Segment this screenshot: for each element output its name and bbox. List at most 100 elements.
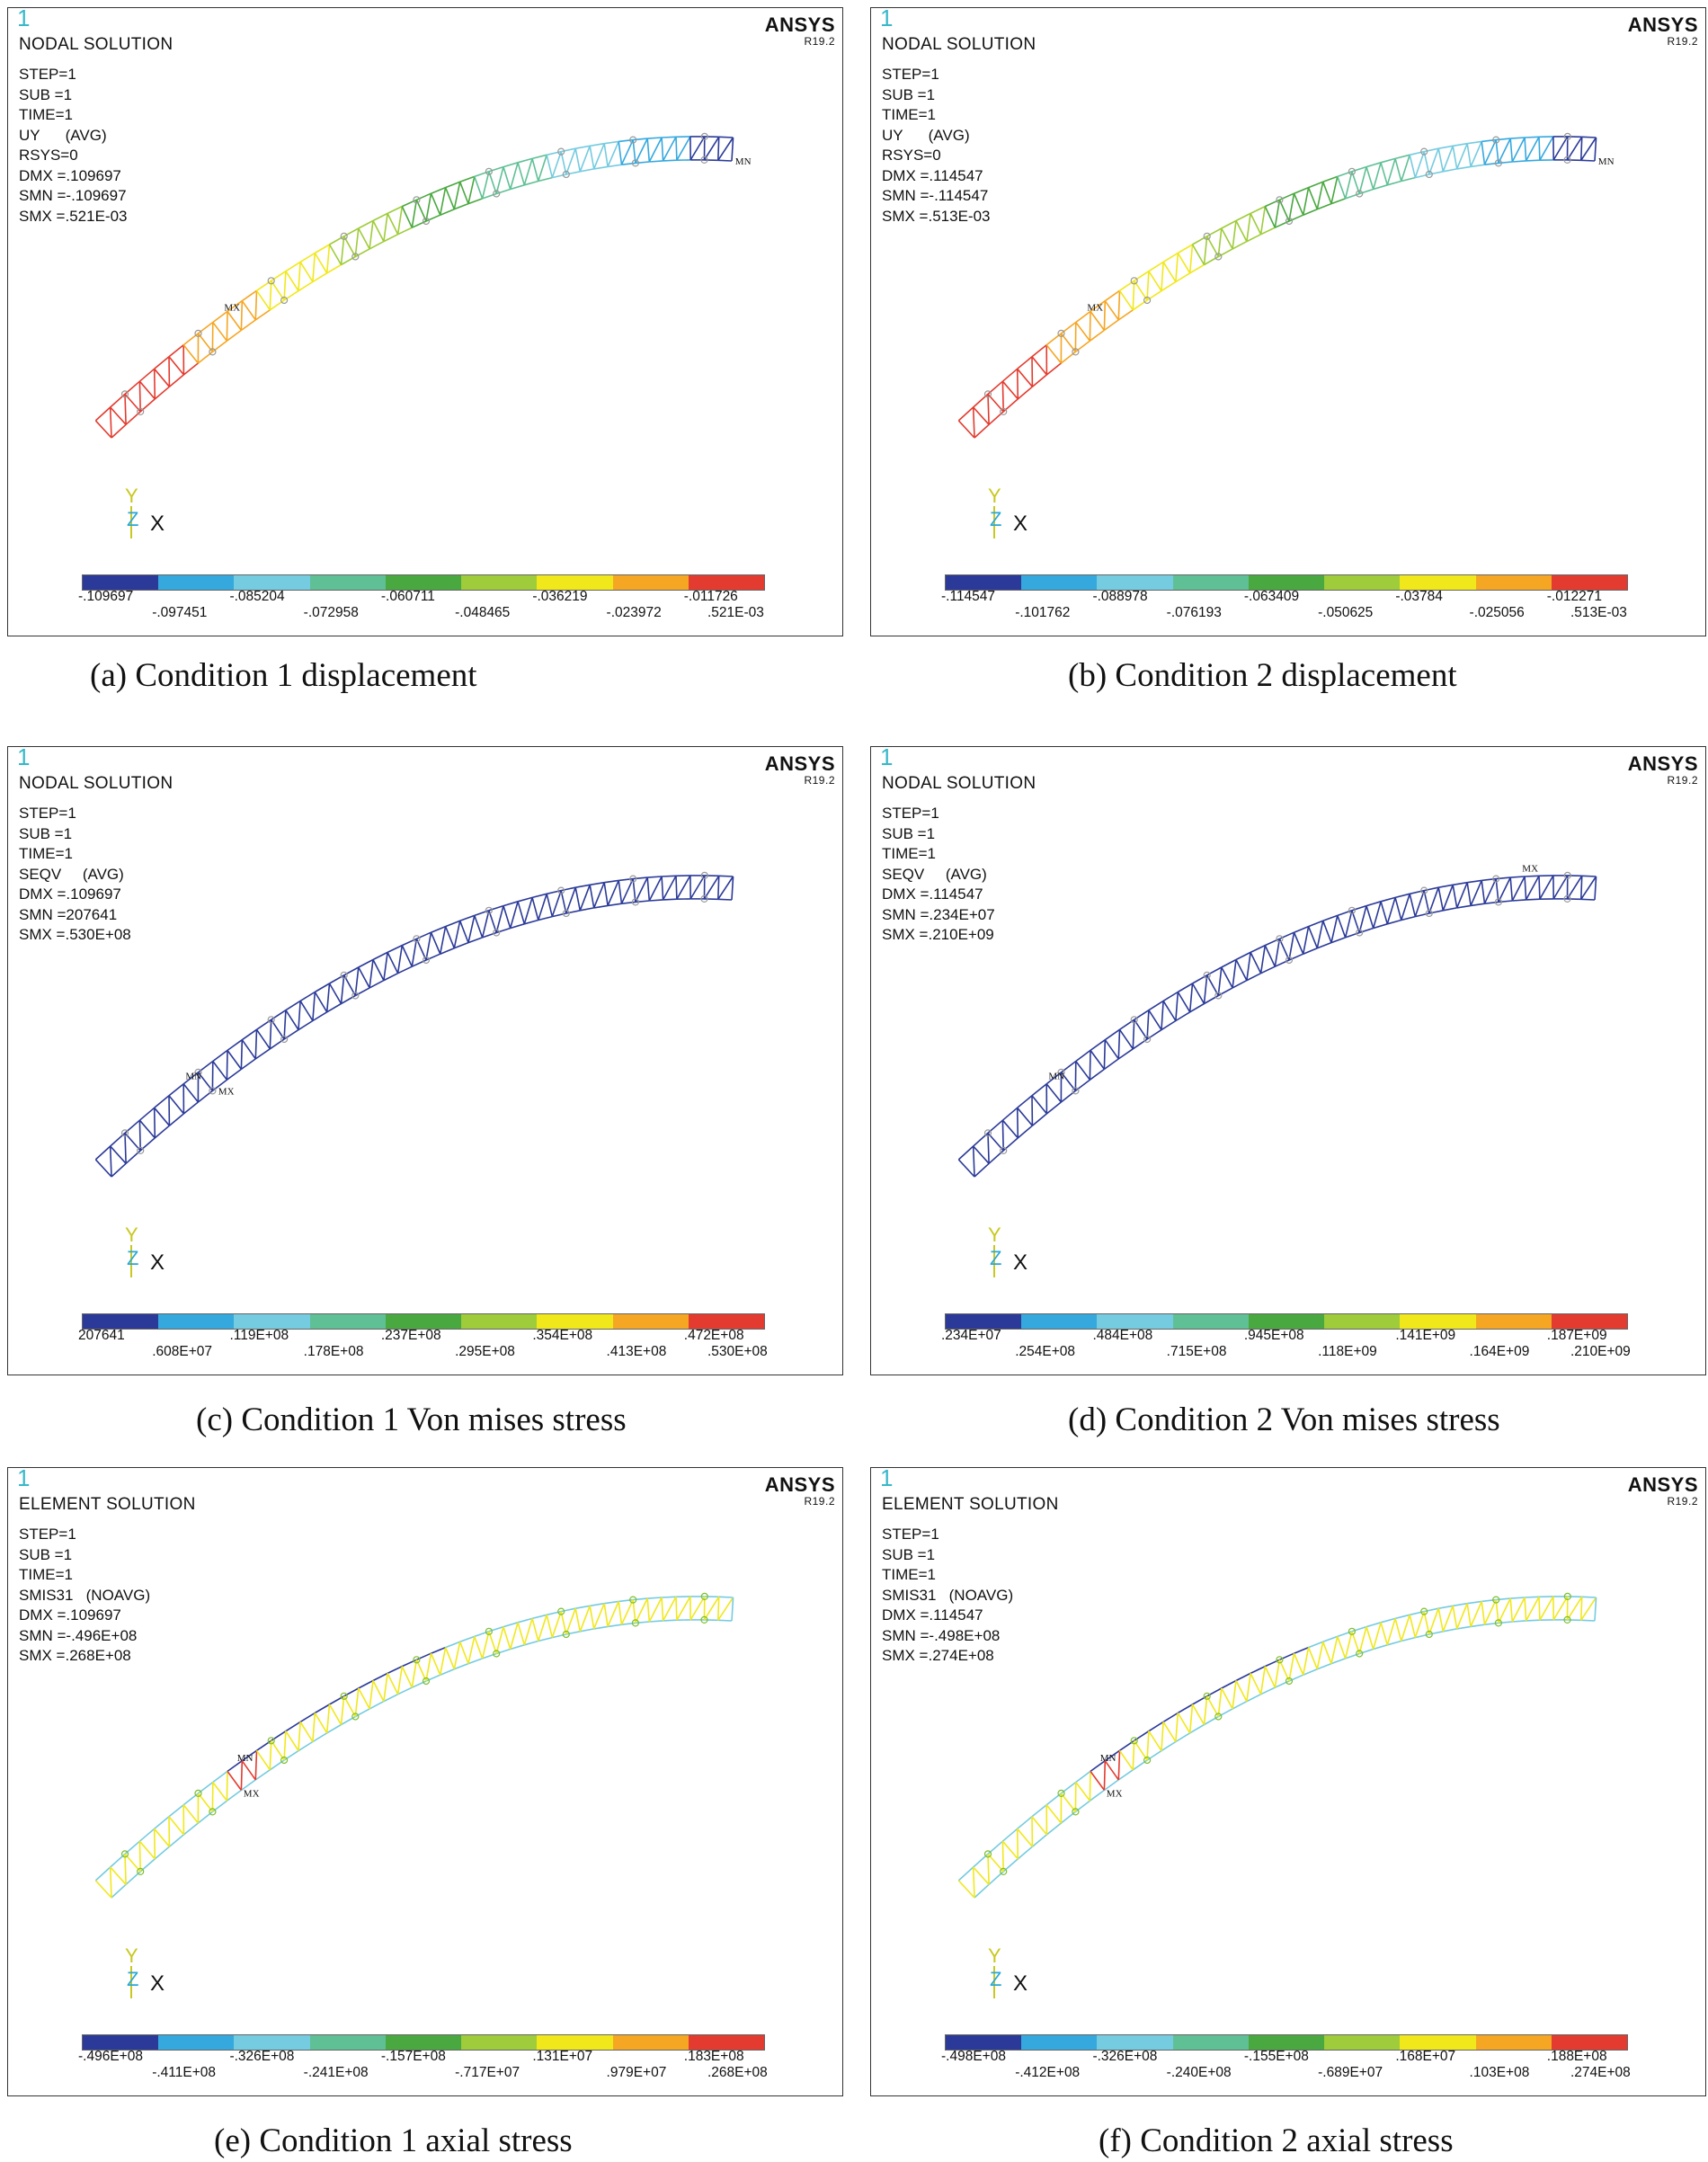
bottom-chord	[1189, 1002, 1205, 1013]
web-vertical	[603, 1603, 609, 1627]
web-vertical	[1148, 1010, 1162, 1031]
top-chord	[575, 1605, 591, 1609]
bottom-chord	[411, 220, 427, 228]
web-diagonal	[240, 1039, 244, 1070]
support-node	[1356, 929, 1364, 937]
legend-swatch	[1097, 575, 1173, 590]
support-node	[1563, 1615, 1571, 1624]
support-node	[700, 132, 708, 140]
legend-value: -.048465	[455, 605, 511, 620]
web-diagonal	[1580, 137, 1597, 161]
ansys-logo: ANSYS R19.2	[765, 1473, 835, 1508]
web-diagonal	[987, 1133, 990, 1164]
web-vertical	[1162, 261, 1177, 282]
bottom-chord	[1260, 227, 1276, 236]
support-node	[1057, 1789, 1065, 1797]
support-node	[1494, 1619, 1503, 1627]
web-vertical	[1307, 1647, 1319, 1669]
web-vertical	[1075, 322, 1091, 342]
web-diagonal	[703, 875, 720, 900]
web-diagonal	[354, 227, 360, 257]
bottom-chord	[111, 1883, 127, 1899]
top-chord	[1366, 1622, 1382, 1628]
top-chord	[168, 344, 184, 358]
z-axis-label: Z	[990, 1968, 1002, 1990]
legend-value: .234E+07	[941, 1328, 1001, 1343]
bottom-chord	[593, 1625, 609, 1630]
web-diagonal	[1539, 875, 1554, 900]
web-vertical	[197, 1793, 214, 1812]
support-node	[194, 1068, 202, 1076]
bottom-chord	[1031, 374, 1047, 387]
legend-value: -.109697	[78, 589, 134, 604]
web-vertical	[661, 137, 664, 161]
web-diagonal	[579, 146, 591, 173]
bottom-chord	[1470, 164, 1485, 168]
top-chord	[1410, 889, 1425, 895]
support-node	[493, 929, 501, 937]
bottom-chord	[495, 1648, 511, 1655]
web-diagonal	[1525, 875, 1540, 901]
support-node	[493, 190, 501, 198]
top-chord	[1279, 192, 1294, 201]
web-vertical	[632, 139, 636, 164]
web-vertical	[1437, 887, 1445, 911]
bottom-chord	[510, 923, 525, 930]
support-node	[1563, 1592, 1571, 1600]
web-vertical	[444, 1647, 456, 1669]
legend-swatch	[309, 575, 386, 590]
web-vertical	[314, 253, 328, 274]
web-vertical	[1162, 1000, 1177, 1021]
top-chord	[416, 1652, 431, 1661]
web-diagonal	[1302, 187, 1310, 216]
support-node	[351, 992, 360, 1000]
bottom-chord	[269, 1038, 285, 1050]
bottom-chord	[1470, 903, 1485, 907]
top-chord	[1438, 884, 1454, 888]
web-diagonal	[1203, 1695, 1208, 1725]
truss-arch: MX MN	[957, 132, 1615, 439]
web-vertical	[1466, 143, 1472, 167]
web-diagonal	[648, 137, 663, 163]
web-diagonal	[620, 1599, 634, 1625]
web-vertical	[154, 1107, 171, 1126]
web-vertical	[358, 966, 370, 989]
web-diagonal	[1344, 171, 1353, 200]
bottom-chord	[182, 1101, 199, 1115]
web-diagonal	[354, 966, 360, 996]
top-chord	[1308, 920, 1323, 928]
web-vertical	[1235, 1680, 1248, 1702]
bottom-chord	[607, 903, 622, 907]
web-diagonal	[340, 974, 345, 1004]
web-diagonal	[1511, 876, 1526, 902]
bottom-chord	[1401, 176, 1416, 182]
info-line: SMX =.530E+08	[19, 926, 131, 943]
bottom-chord	[1317, 941, 1332, 949]
web-diagonal	[1470, 141, 1482, 167]
info-line: SMX =.210E+09	[882, 926, 994, 943]
web-vertical	[1538, 876, 1541, 900]
bottom-chord	[168, 374, 184, 387]
web-diagonal	[481, 171, 490, 200]
web-vertical	[1104, 1760, 1119, 1781]
web-vertical	[1031, 1095, 1048, 1115]
web-diagonal	[1483, 139, 1497, 165]
web-vertical	[1278, 938, 1290, 961]
web-vertical	[212, 322, 228, 342]
web-vertical	[1148, 271, 1162, 292]
bottom-chord	[1512, 899, 1526, 902]
top-chord	[1380, 896, 1396, 903]
web-diagonal	[312, 1713, 316, 1742]
legend-value: 207641	[78, 1328, 125, 1343]
web-diagonal	[565, 147, 576, 175]
truss-arch: MN MX	[957, 863, 1597, 1178]
web-diagonal	[1217, 1687, 1223, 1717]
web-vertical	[1060, 1072, 1077, 1091]
web-diagonal	[1330, 1636, 1339, 1664]
web-diagonal	[592, 882, 605, 909]
web-diagonal	[369, 959, 374, 988]
web-diagonal	[481, 910, 490, 939]
web-diagonal	[1302, 926, 1310, 955]
top-chord	[1235, 1672, 1251, 1682]
legend-value: -.155E+08	[1243, 2049, 1309, 2064]
